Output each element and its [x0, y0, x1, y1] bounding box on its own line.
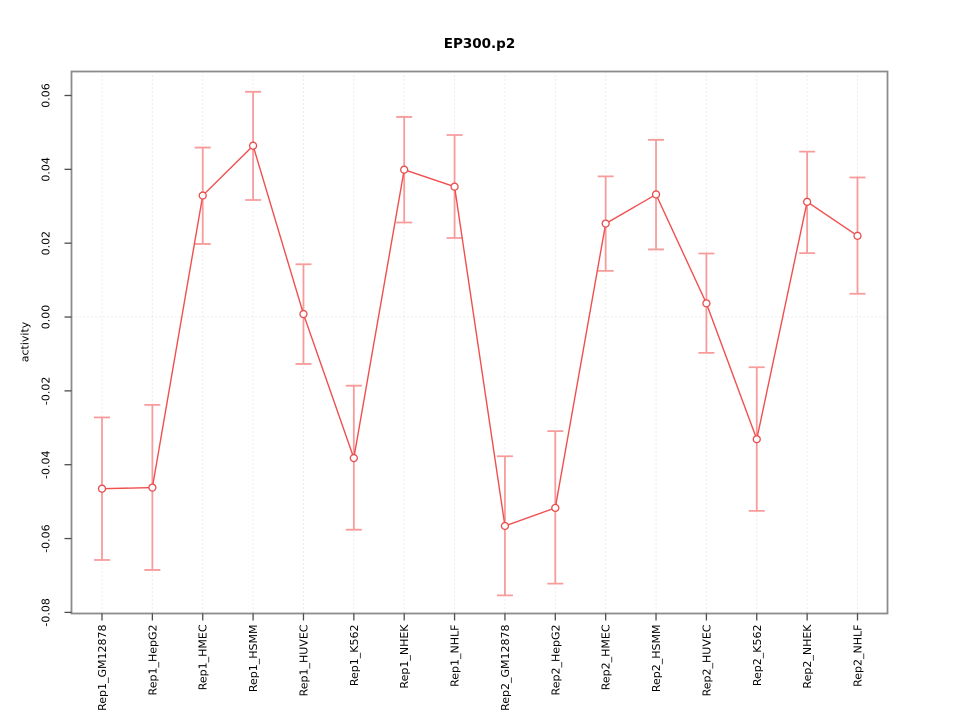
- y-tick-label: 0.02: [40, 231, 53, 256]
- data-point: [248, 141, 258, 150]
- y-tick-label: 0.00: [40, 305, 53, 330]
- x-tick-label: Rep1_HUVEC: [297, 624, 310, 696]
- x-tick-label: Rep1_GM12878: [96, 625, 109, 711]
- x-tick-label: Rep2_GM12878: [499, 625, 512, 711]
- x-tick-label: Rep2_NHLF: [852, 625, 865, 687]
- data-point: [400, 165, 409, 174]
- x-tick-label: Rep1_HSMM: [247, 625, 260, 693]
- y-tick-label: -0.02: [40, 377, 53, 405]
- x-tick-label: Rep2_HSMM: [650, 625, 663, 693]
- plot-frame: [70, 70, 889, 615]
- data-point: [601, 219, 610, 228]
- series-line: [101, 144, 858, 527]
- data-point: [198, 191, 207, 200]
- data-point: [349, 453, 358, 463]
- x-tick-label: Rep2_NHEK: [801, 624, 814, 689]
- x-tick-label: Rep1_NHLF: [449, 625, 462, 687]
- x-tick-label: Rep2_HMEC: [600, 624, 613, 690]
- y-tick-label: -0.06: [40, 524, 53, 552]
- data-point: [299, 309, 308, 319]
- y-tick-label: 0.04: [40, 157, 53, 182]
- x-tick-label: Rep2_K562: [751, 625, 764, 687]
- y-tick-label: -0.08: [40, 598, 53, 626]
- y-tick-label: -0.04: [40, 450, 53, 478]
- chart-title: EP300.p2: [443, 36, 516, 52]
- x-tick-label: Rep2_HepG2: [549, 625, 562, 696]
- data-point: [802, 197, 812, 206]
- x-tick-label: Rep1_HepG2: [146, 625, 159, 696]
- y-tick-label: 0.06: [40, 83, 53, 108]
- x-tick-label: Rep1_NHEK: [398, 624, 411, 689]
- data-point: [450, 182, 459, 191]
- data-point: [500, 521, 510, 531]
- data-point: [651, 190, 661, 199]
- x-tick-label: Rep1_HMEC: [197, 624, 210, 690]
- data-point: [702, 299, 711, 308]
- x-tick-label: Rep2_HUVEC: [700, 624, 713, 696]
- x-tick-label: Rep1_K562: [348, 625, 361, 687]
- data-point: [853, 231, 862, 240]
- data-point: [551, 503, 560, 513]
- data-point: [752, 435, 761, 444]
- data-point: [148, 483, 157, 492]
- data-point: [97, 484, 107, 493]
